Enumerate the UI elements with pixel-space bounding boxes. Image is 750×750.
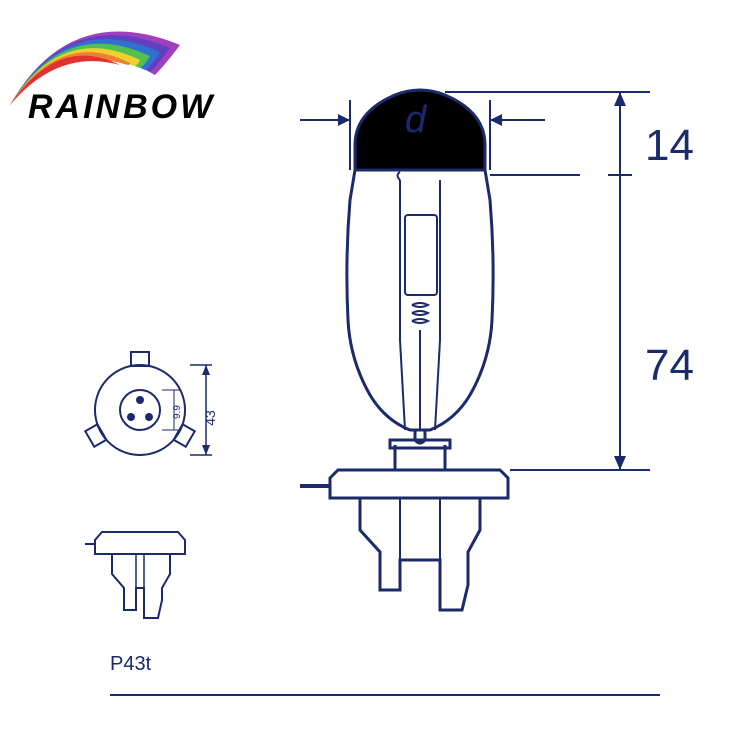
bulb-side-view bbox=[300, 90, 508, 610]
dimension-74: 74 bbox=[645, 341, 694, 390]
small-dim-43: 43 bbox=[202, 410, 218, 426]
small-dim-inner: 9.9 bbox=[172, 405, 183, 419]
dimension-d-label: d bbox=[405, 99, 428, 141]
technical-diagram: d 14 74 43 9.9 P43t bbox=[0, 0, 750, 750]
base-top-view bbox=[85, 352, 212, 455]
base-type-label: P43t bbox=[110, 653, 152, 675]
base-side-view-small bbox=[85, 532, 185, 618]
dimension-14: 14 bbox=[645, 121, 694, 170]
